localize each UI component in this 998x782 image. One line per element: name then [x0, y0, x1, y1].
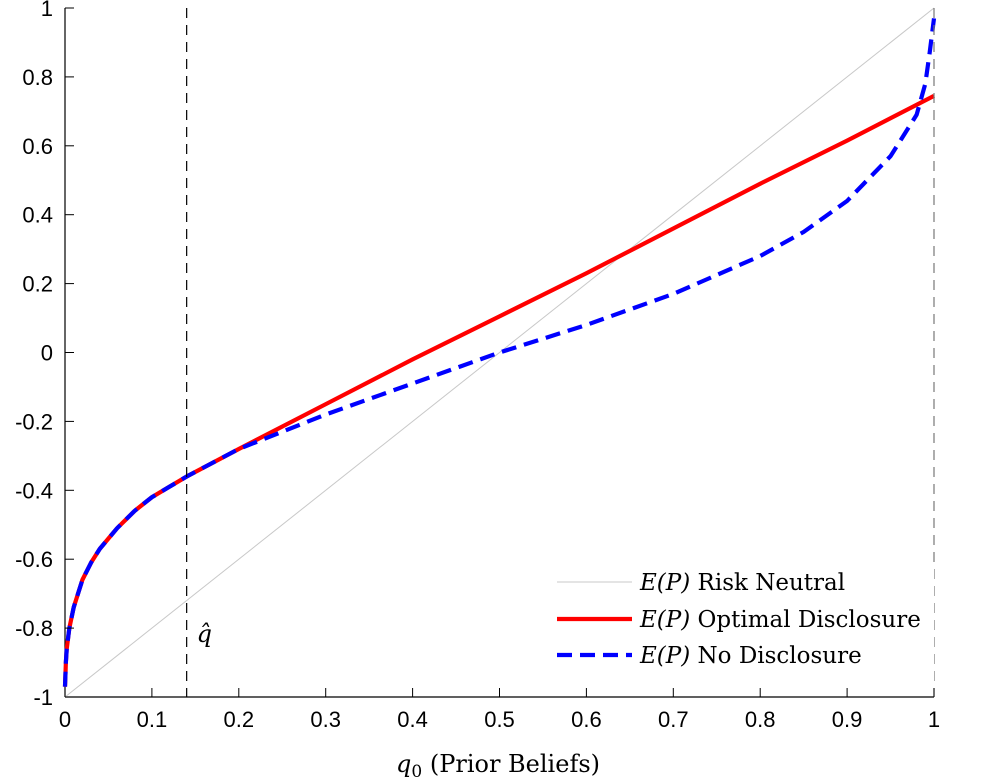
x-tick-label-5: 0.5 — [484, 707, 515, 732]
ticks-layer: 0 0.1 0.2 0.3 0.4 0.5 0.6 0.7 0.8 0.9 1 -1 -0.8 -0.6 -… — [15, 0, 940, 732]
series-layer — [62, 7, 937, 698]
marker-layer: q̂ — [186, 8, 935, 697]
legend-label-risk-neutral: E(P) Risk Neutral — [639, 570, 845, 596]
y-tick-label-5: 0 — [41, 341, 53, 366]
y-tick-label-3: -0.4 — [15, 478, 53, 503]
x-tick-label-8: 0.8 — [745, 707, 776, 732]
x-tick-label-7: 0.7 — [658, 707, 689, 732]
y-tick-label-2: -0.6 — [15, 547, 53, 572]
x-axis-label-var: q — [396, 750, 411, 778]
y-tick-label-4: -0.2 — [15, 409, 53, 434]
legend-label-risk-neutral-var: E(P) — [639, 570, 690, 596]
legend-label-optimal-disclosure: E(P) Optimal Disclosure — [639, 607, 921, 633]
legend: E(P) Risk Neutral E(P) Optimal Disclosur… — [552, 568, 934, 681]
vertical-marker-label-0: q̂ — [197, 620, 212, 648]
legend-label-no-disclosure-rest: No Disclosure — [690, 643, 862, 669]
x-axis-label-rest: (Prior Beliefs) — [422, 750, 600, 778]
series-line-no-disclosure — [62, 18, 937, 687]
x-tick-label-0: 0 — [59, 707, 71, 732]
x-tick-label-2: 0.2 — [224, 707, 255, 732]
y-tick-label-7: 0.4 — [22, 203, 53, 228]
legend-label-no-disclosure-var: E(P) — [639, 643, 690, 669]
x-tick-label-1: 0.1 — [137, 707, 168, 732]
series-line-risk-neutral — [64, 7, 935, 698]
x-tick-label-9: 0.9 — [832, 707, 863, 732]
x-tick-label-6: 0.6 — [571, 707, 602, 732]
legend-label-optimal-disclosure-var: E(P) — [639, 607, 690, 633]
y-tick-label-9: 0.8 — [22, 65, 53, 90]
legend-label-risk-neutral-rest: Risk Neutral — [690, 570, 845, 596]
x-tick-label-3: 0.3 — [310, 707, 341, 732]
x-axis-label: q0 (Prior Beliefs) — [396, 750, 600, 782]
y-tick-label-10: 1 — [41, 0, 53, 21]
x-tick-label-10: 1 — [928, 707, 940, 732]
y-tick-label-6: 0.2 — [22, 272, 53, 297]
legend-label-no-disclosure: E(P) No Disclosure — [639, 643, 862, 669]
x-tick-label-4: 0.4 — [397, 707, 428, 732]
y-tick-label-8: 0.6 — [22, 134, 53, 159]
legend-label-optimal-disclosure-rest: Optimal Disclosure — [690, 607, 921, 633]
legend-box — [552, 568, 934, 681]
x-axis-label-sub: 0 — [411, 762, 422, 782]
y-tick-label-1: -0.8 — [15, 616, 53, 641]
y-tick-label-0: -1 — [33, 685, 53, 710]
